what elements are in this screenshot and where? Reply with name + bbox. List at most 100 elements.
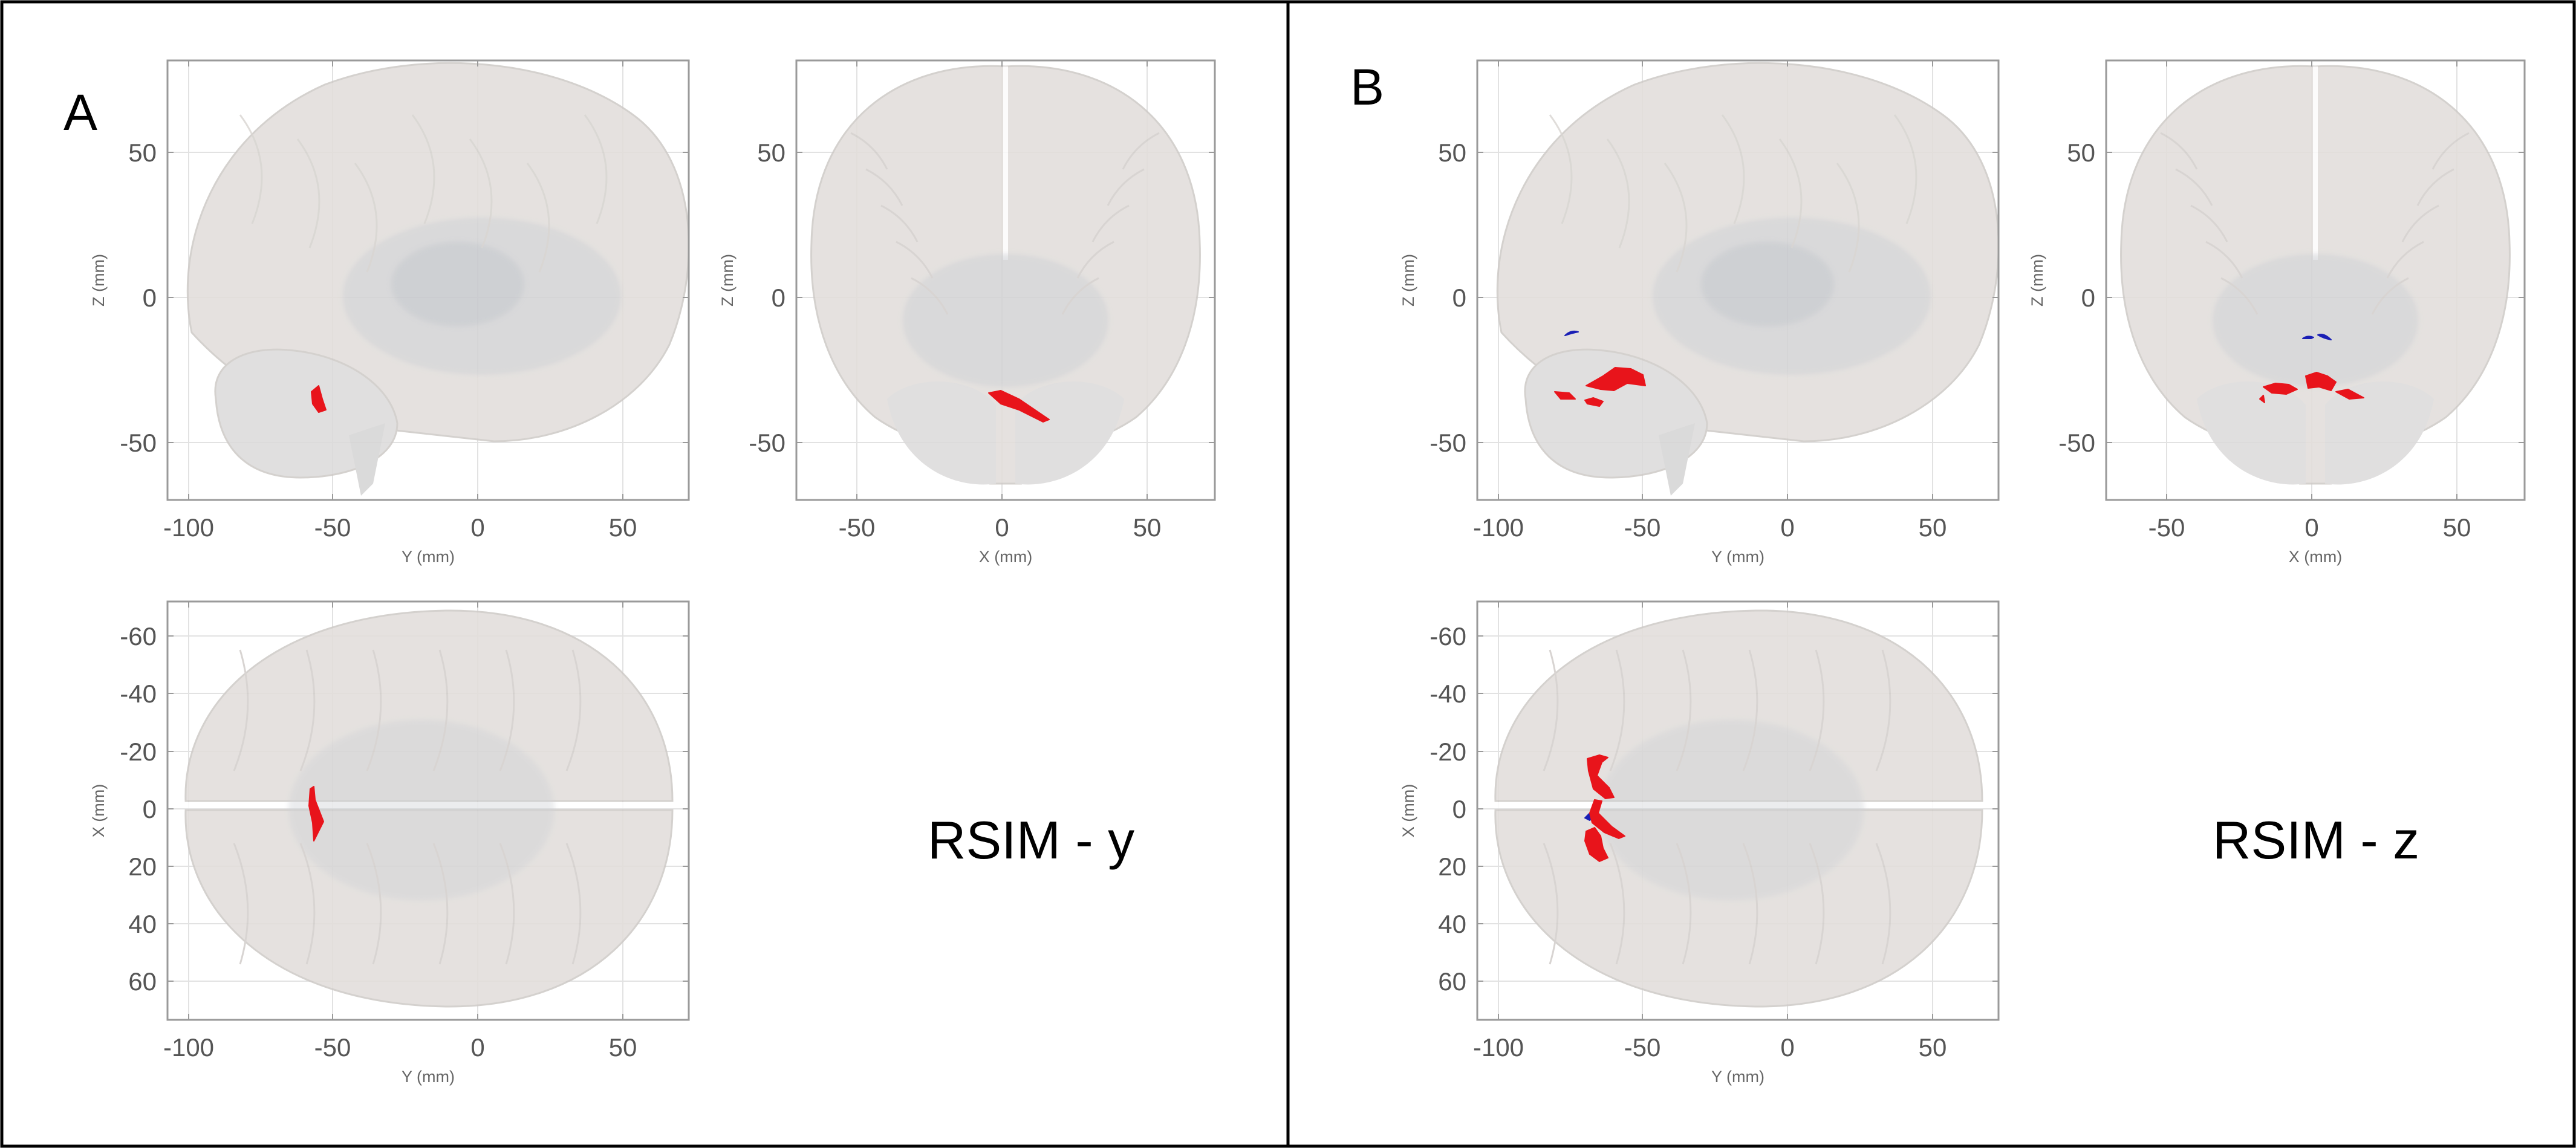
x-tick-label: 0 bbox=[1780, 1033, 1794, 1062]
y-axis-label: X (mm) bbox=[89, 784, 108, 837]
positive-cluster bbox=[308, 786, 324, 842]
y-tick-label: 40 bbox=[128, 910, 157, 938]
panel-caption: RSIM - z bbox=[2213, 810, 2419, 870]
gyrus-line bbox=[1091, 204, 1130, 242]
gyrus-line bbox=[354, 163, 378, 273]
brain-silhouette bbox=[1494, 609, 1984, 1008]
x-tick-label: 50 bbox=[1919, 513, 1947, 542]
y-tick-label: -60 bbox=[120, 622, 157, 650]
sagittal-view: -100 -50 0 50 50 0 -50 Y (mm) Z (mm) bbox=[1399, 59, 2000, 566]
y-tick-label: 20 bbox=[1438, 852, 1466, 881]
x-tick-label: -100 bbox=[163, 1033, 214, 1062]
gyrus-line bbox=[1836, 163, 1860, 273]
y-axis-label: Z (mm) bbox=[89, 254, 108, 306]
activation-clusters bbox=[988, 390, 1050, 423]
x-axis-label: Y (mm) bbox=[402, 1068, 455, 1086]
x-tick-label: 50 bbox=[2443, 513, 2471, 542]
brain-render bbox=[1494, 609, 1984, 1008]
y-tick-label: 0 bbox=[772, 284, 785, 312]
panel-caption: RSIM - y bbox=[928, 810, 1134, 870]
gyrus-line bbox=[880, 204, 919, 242]
y-tick-label: 0 bbox=[2081, 284, 2095, 312]
gyrus-line bbox=[584, 114, 608, 224]
panel-b-frame bbox=[1286, 0, 2576, 1148]
activation-clusters bbox=[308, 786, 324, 842]
panel-b: B -100 -50 0 50 50 0 -50 Y (mm) Z (mm) -50 0 50 50 0… bbox=[1350, 59, 2526, 1086]
gyrus-line bbox=[1742, 649, 1758, 771]
x-tick-label: 50 bbox=[609, 1033, 637, 1062]
negative-cluster bbox=[2302, 336, 2314, 339]
gyrus-line bbox=[1549, 114, 1573, 224]
gyrus-line bbox=[1742, 843, 1758, 965]
brain-render bbox=[810, 65, 1201, 485]
positive-cluster bbox=[2259, 395, 2265, 403]
brain-silhouette bbox=[810, 65, 1201, 485]
x-tick-label: -50 bbox=[2148, 513, 2185, 542]
positive-cluster bbox=[2335, 389, 2364, 400]
brain-silhouette bbox=[184, 609, 674, 1008]
y-tick-label: -50 bbox=[749, 429, 785, 457]
sagittal-view: -100 -50 0 50 50 0 -50 Y (mm) Z (mm) bbox=[89, 59, 690, 566]
y-tick-label: -20 bbox=[120, 738, 157, 766]
y-tick-label: -20 bbox=[1429, 738, 1466, 766]
cerebellum-right bbox=[1015, 381, 1124, 485]
gyrus-line bbox=[1875, 843, 1891, 965]
gyrus-line bbox=[565, 843, 582, 965]
axes-box bbox=[166, 600, 690, 1021]
gyrus-line bbox=[296, 138, 320, 248]
x-tick-label: -100 bbox=[1473, 1033, 1524, 1062]
y-tick-label: -50 bbox=[1429, 429, 1466, 457]
gyrus-line bbox=[1543, 649, 1559, 771]
y-tick-label: -40 bbox=[120, 679, 157, 708]
gyrus-line bbox=[1875, 649, 1891, 771]
gyrus-line bbox=[1609, 649, 1625, 771]
x-tick-label: 0 bbox=[2304, 513, 2318, 542]
gyrus-line bbox=[1809, 649, 1825, 771]
y-tick-label: 50 bbox=[1438, 138, 1466, 167]
gyrus-line bbox=[2175, 168, 2213, 206]
x-tick-label: -50 bbox=[1624, 1033, 1661, 1062]
x-tick-label: -50 bbox=[314, 1033, 351, 1062]
gyrus-line bbox=[1609, 843, 1625, 965]
negative-cluster bbox=[1564, 330, 1579, 336]
gyrus-line bbox=[432, 843, 449, 965]
panel-letter: A bbox=[63, 84, 97, 141]
deep-structures bbox=[1598, 719, 1864, 901]
y-tick-label: -50 bbox=[120, 429, 157, 457]
gyrus-line bbox=[2386, 241, 2424, 279]
gyrus-line bbox=[499, 843, 515, 965]
y-axis-label: Z (mm) bbox=[1399, 254, 1417, 306]
brainstem-shape bbox=[349, 423, 385, 496]
y-tick-label: 60 bbox=[128, 967, 157, 996]
x-tick-label: -50 bbox=[839, 513, 876, 542]
gyrus-line bbox=[366, 649, 382, 771]
y-axis-label: X (mm) bbox=[1399, 784, 1417, 837]
right-hemisphere bbox=[1494, 809, 1983, 1008]
y-tick-label: -40 bbox=[1429, 679, 1466, 708]
thalamus-shape bbox=[1701, 242, 1834, 326]
gyrus-line bbox=[1778, 138, 1803, 248]
activation-clusters bbox=[311, 385, 327, 413]
cerebellum-right bbox=[2325, 381, 2434, 485]
x-tick-label: -50 bbox=[1624, 513, 1661, 542]
x-axis-label: X (mm) bbox=[2289, 548, 2342, 566]
gyrus-line bbox=[2160, 132, 2198, 170]
positive-cluster bbox=[1584, 397, 1604, 407]
gyrus-line bbox=[1676, 649, 1692, 771]
y-tick-label: 50 bbox=[2067, 138, 2095, 167]
gyrus-line bbox=[865, 168, 903, 206]
axes-box bbox=[795, 59, 1216, 501]
deep-structures bbox=[2213, 254, 2418, 387]
gyrus-line bbox=[233, 649, 249, 771]
x-tick-label: 50 bbox=[1919, 1033, 1947, 1062]
x-axis-label: Y (mm) bbox=[1711, 1068, 1764, 1086]
gyrus-line bbox=[526, 163, 550, 273]
axial-view: -100 -50 0 50 -60 -40 -20 0 20 40 60 Y (mm) X (mm) bbox=[1399, 600, 2000, 1086]
positive-cluster bbox=[311, 385, 327, 413]
y-tick-label: 0 bbox=[143, 284, 157, 312]
coronal-view: -50 0 50 50 0 -50 X (mm) Z (mm) bbox=[2028, 59, 2526, 566]
x-tick-label: 50 bbox=[609, 513, 637, 542]
axes-box bbox=[2105, 59, 2526, 501]
positive-cluster bbox=[1554, 391, 1576, 400]
positive-cluster bbox=[988, 390, 1050, 423]
